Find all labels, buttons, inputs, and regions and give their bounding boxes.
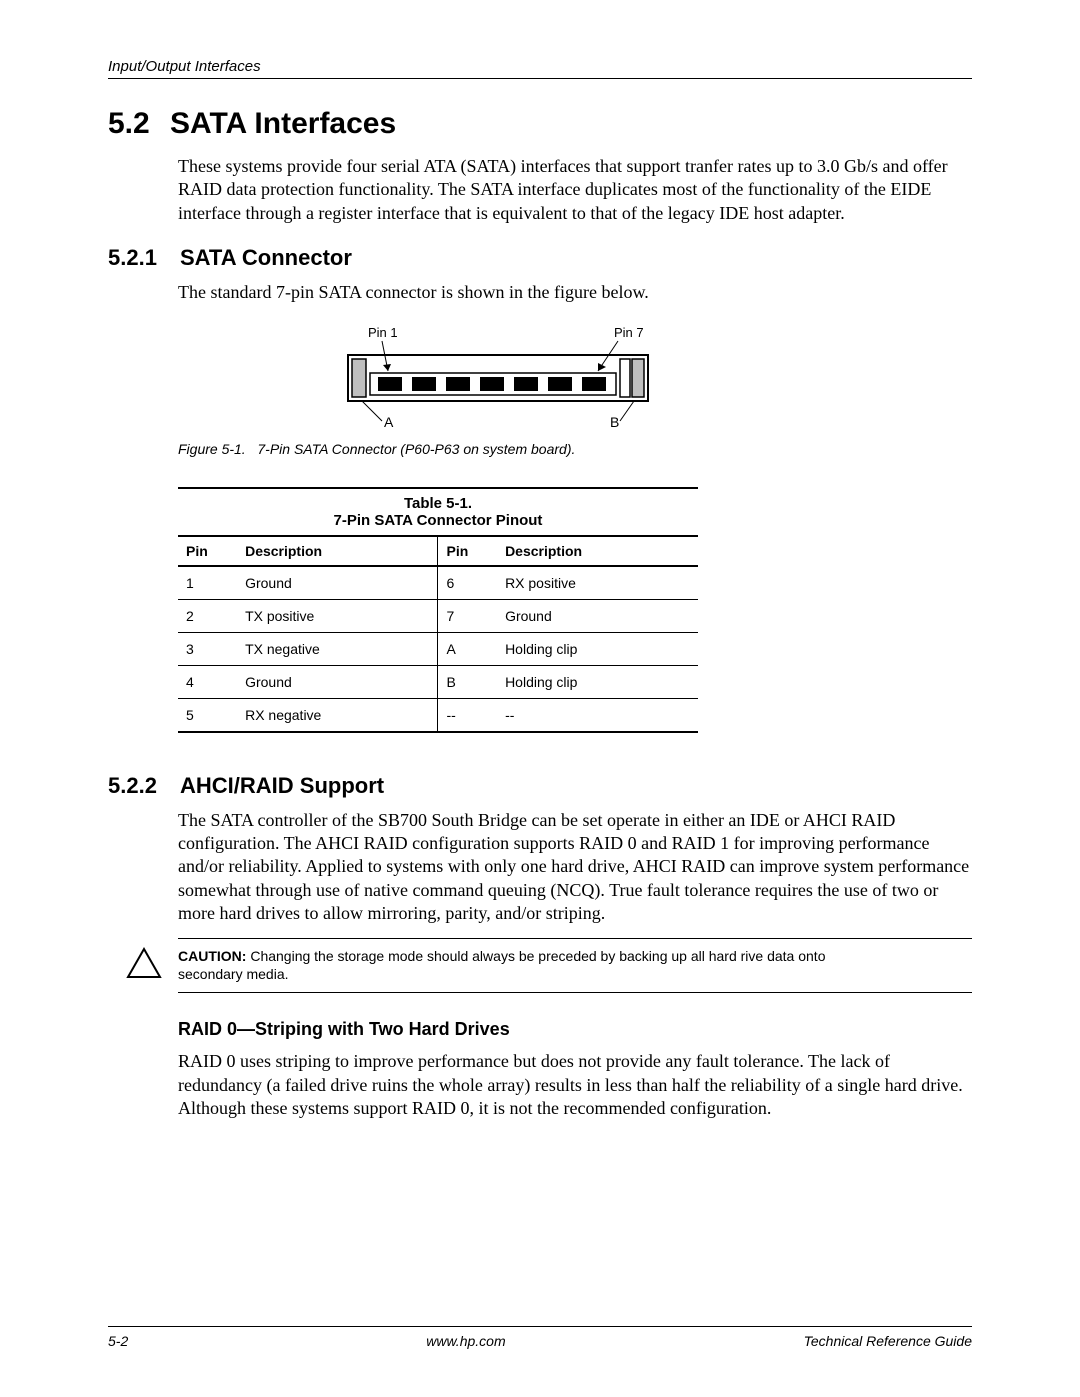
footer-url: www.hp.com [426, 1333, 505, 1349]
table-cell: 3 [178, 632, 237, 665]
section-number: 5.2.1 [108, 245, 180, 271]
section-number: 5.2.2 [108, 773, 180, 799]
section-5-2-heading: 5.2SATA Interfaces [108, 107, 972, 141]
table-cell: 2 [178, 599, 237, 632]
section-title: SATA Connector [180, 245, 352, 270]
section-5-2-2-intro: The SATA controller of the SB700 South B… [178, 809, 972, 926]
sata-connector-diagram: Pin 1 Pin 7 A [328, 325, 668, 435]
footer-guide: Technical Reference Guide [804, 1333, 972, 1349]
caution-body: Changing the storage mode should always … [178, 948, 825, 983]
table-cell: 6 [438, 566, 497, 600]
header-chapter: Input/Output Interfaces [108, 58, 261, 75]
table-cell: Ground [497, 599, 698, 632]
table-cell: Ground [237, 566, 438, 600]
table-row: 1Ground6RX positive [178, 566, 698, 600]
th-desc-b: Description [497, 536, 698, 566]
section-5-2-1-heading: 5.2.1SATA Connector [108, 245, 972, 271]
section-5-2-2-heading: 5.2.2AHCI/RAID Support [108, 773, 972, 799]
table-row: 3TX negativeAHolding clip [178, 632, 698, 665]
section-title: AHCI/RAID Support [180, 773, 384, 798]
footer-page: 5-2 [108, 1333, 128, 1349]
figure-caption-prefix: Figure 5-1. [178, 441, 246, 457]
table-cell: 4 [178, 665, 237, 698]
table-cell: 5 [178, 698, 237, 732]
table-cell: TX negative [237, 632, 438, 665]
table-cell: RX negative [237, 698, 438, 732]
pinout-table: Pin Description Pin Description 1Ground6… [178, 535, 698, 733]
th-pin-a: Pin [178, 536, 237, 566]
table-cell: -- [497, 698, 698, 732]
figure-caption-text: 7-Pin SATA Connector (P60-P63 on system … [257, 441, 575, 457]
section-title: SATA Interfaces [170, 107, 396, 140]
figure-5-1: Pin 1 Pin 7 A [178, 325, 972, 435]
pin1-label: Pin 1 [368, 325, 398, 340]
table-label: Table 5-1. [178, 487, 698, 512]
table-cell: Holding clip [497, 665, 698, 698]
table-row: 2TX positive7Ground [178, 599, 698, 632]
section-number: 5.2 [108, 107, 170, 141]
table-cell: TX positive [237, 599, 438, 632]
pin7-label: Pin 7 [614, 325, 644, 340]
page-footer: 5-2 www.hp.com Technical Reference Guide [108, 1326, 972, 1349]
table-cell: RX positive [497, 566, 698, 600]
table-cell: Holding clip [497, 632, 698, 665]
th-desc-a: Description [237, 536, 438, 566]
table-5-1: Table 5-1. 7-Pin SATA Connector Pinout P… [178, 487, 698, 733]
table-row: 5RX negative---- [178, 698, 698, 732]
b-label: B [610, 414, 619, 430]
table-row: 4GroundBHolding clip [178, 665, 698, 698]
figure-caption: Figure 5-1. 7-Pin SATA Connector (P60-P6… [178, 441, 972, 457]
table-cell: 1 [178, 566, 237, 600]
caution-label: CAUTION: [178, 948, 246, 964]
table-cell: 7 [438, 599, 497, 632]
page-header: Input/Output Interfaces [108, 58, 972, 79]
section-5-2-intro: These systems provide four serial ATA (S… [178, 155, 972, 225]
a-label: A [384, 414, 394, 430]
section-5-2-1-intro: The standard 7-pin SATA connector is sho… [178, 281, 972, 304]
caution-icon [126, 947, 162, 979]
table-cell: A [438, 632, 497, 665]
th-pin-b: Pin [438, 536, 497, 566]
caution-text: CAUTION: Changing the storage mode shoul… [178, 947, 972, 985]
table-cell: B [438, 665, 497, 698]
caution-block: CAUTION: Changing the storage mode shoul… [178, 938, 972, 994]
table-cell: -- [438, 698, 497, 732]
raid0-text: RAID 0 uses striping to improve performa… [178, 1050, 972, 1120]
table-cell: Ground [237, 665, 438, 698]
raid0-heading: RAID 0—Striping with Two Hard Drives [178, 1019, 972, 1040]
table-title: 7-Pin SATA Connector Pinout [178, 512, 698, 535]
